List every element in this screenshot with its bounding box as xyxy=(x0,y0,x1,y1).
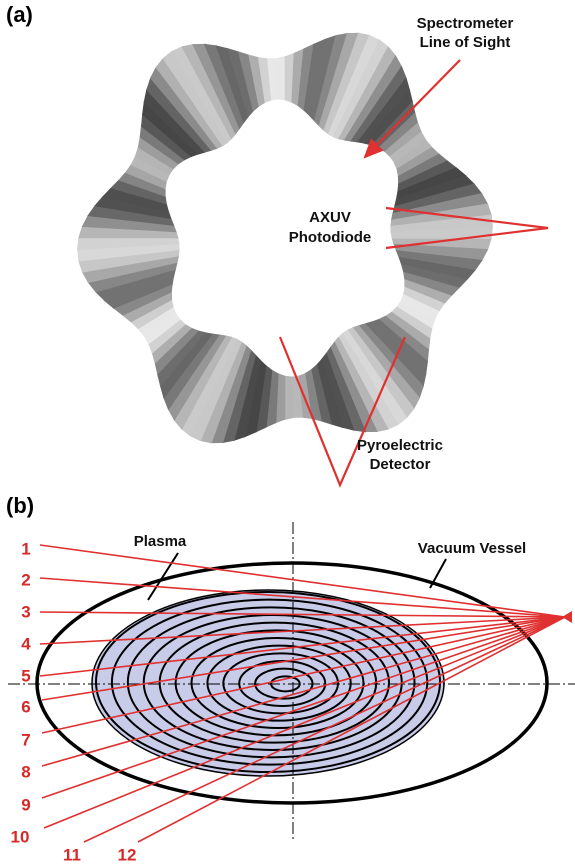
chord xyxy=(41,616,566,701)
chord-number: 1 xyxy=(21,539,30,558)
pyro-label: Detector xyxy=(370,456,431,473)
chord xyxy=(43,616,566,829)
chord-number: 9 xyxy=(21,795,30,814)
chord xyxy=(41,616,566,799)
vessel-label: Vacuum Vessel xyxy=(418,540,526,557)
leader xyxy=(429,558,447,589)
chord xyxy=(39,611,566,618)
chord-number: 11 xyxy=(63,845,81,864)
chord xyxy=(39,616,566,677)
sightline xyxy=(363,59,461,159)
chord-number: 7 xyxy=(21,730,30,749)
photodiode-label: Photodiode xyxy=(289,229,372,246)
chord xyxy=(39,544,566,618)
flux-surface xyxy=(190,637,365,729)
panel-label: (a) xyxy=(6,2,33,27)
chord xyxy=(83,616,566,843)
torus xyxy=(77,32,493,444)
chord xyxy=(41,616,566,767)
chord xyxy=(41,616,566,734)
pyro-label: Pyroelectric xyxy=(357,437,443,454)
chord xyxy=(39,577,566,618)
chord-number: 2 xyxy=(21,570,30,589)
photodiode-label: AXUV xyxy=(309,209,351,226)
flux-surface xyxy=(222,652,339,715)
plasma-label: Plasma xyxy=(134,533,187,550)
panel-label: (b) xyxy=(6,493,34,518)
chord-number: 6 xyxy=(21,697,30,716)
vacuum-vessel xyxy=(35,561,549,805)
spectrometer-label: Spectrometer xyxy=(417,15,514,32)
chord-number: 3 xyxy=(21,602,30,621)
spectrometer-label: Line of Sight xyxy=(420,34,511,51)
leader xyxy=(147,552,179,601)
detector xyxy=(562,611,572,623)
chord-number: 4 xyxy=(21,634,31,653)
chord xyxy=(39,616,566,645)
flux-surface xyxy=(126,606,416,759)
photodiode-lines xyxy=(385,206,549,250)
flux-surface xyxy=(206,644,352,722)
chord-number: 12 xyxy=(118,845,137,864)
pyro-lines xyxy=(278,336,407,488)
chord-number: 10 xyxy=(11,827,30,846)
flux-surface xyxy=(158,621,391,744)
chord-number: 8 xyxy=(21,762,30,781)
chord xyxy=(137,616,566,843)
chord-number: 5 xyxy=(21,666,30,685)
